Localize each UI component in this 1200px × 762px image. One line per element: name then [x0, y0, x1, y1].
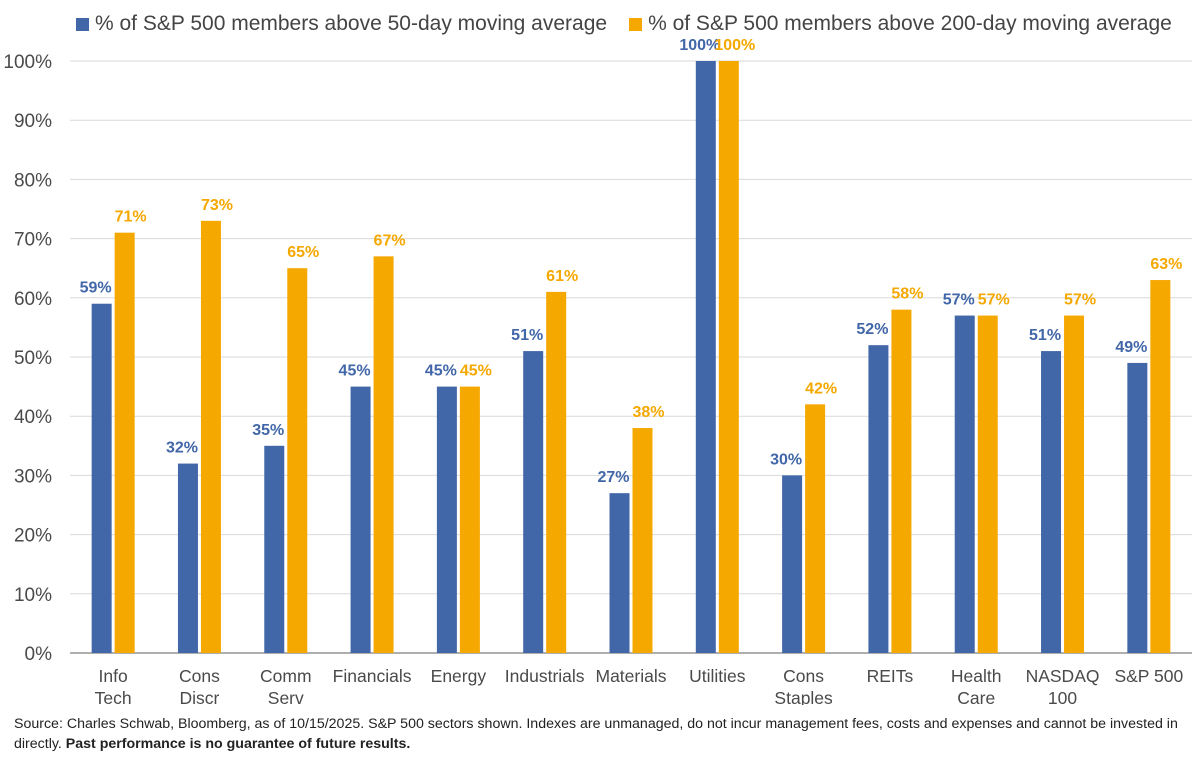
x-tick-label: Staples [774, 688, 833, 705]
y-tick-label: 90% [14, 111, 52, 132]
bar-200day [373, 256, 394, 653]
data-label-200day: 67% [374, 232, 406, 249]
x-tick-label: 100 [1048, 688, 1077, 705]
bar-200day [805, 404, 826, 653]
bar-200day [1150, 280, 1171, 653]
source-footnote: Source: Charles Schwab, Bloomberg, as of… [14, 714, 1186, 754]
data-label-50day: 59% [80, 280, 112, 297]
data-label-200day: 61% [546, 268, 578, 285]
data-label-200day: 57% [1064, 292, 1096, 309]
bar-50day [868, 345, 889, 653]
bar-50day [609, 493, 630, 653]
data-label-50day: 35% [252, 422, 284, 439]
bar-200day [287, 268, 308, 653]
data-label-200day: 45% [460, 363, 492, 380]
x-tick-label: Care [957, 688, 995, 705]
y-tick-label: 50% [14, 348, 52, 369]
data-label-200day: 100% [714, 37, 755, 54]
bar-50day [350, 386, 371, 653]
x-tick-label: Health [951, 666, 1002, 686]
bar-200day [891, 309, 912, 653]
data-label-50day: 45% [339, 363, 371, 380]
data-label-50day: 30% [770, 451, 802, 468]
chart-legend: % of S&P 500 members above 50-day moving… [76, 12, 1172, 36]
data-label-50day: 45% [425, 363, 457, 380]
y-tick-label: 40% [14, 407, 52, 428]
performance-disclaimer: Past performance is no guarantee of futu… [65, 736, 411, 752]
legend-label-200day: % of S&P 500 members above 200-day movin… [648, 12, 1172, 35]
bar-50day [1041, 351, 1062, 653]
data-label-50day: 52% [856, 321, 888, 338]
data-label-50day: 57% [943, 292, 975, 309]
x-tick-label: NASDAQ [1026, 666, 1100, 686]
data-label-200day: 38% [632, 404, 664, 421]
data-label-200day: 42% [805, 380, 837, 397]
bar-200day [546, 291, 567, 653]
bar-50day [695, 61, 716, 653]
x-tick-label: Cons [783, 666, 824, 686]
data-label-50day: 51% [1029, 327, 1061, 344]
bar-50day [177, 463, 198, 653]
data-label-50day: 51% [511, 327, 543, 344]
x-tick-label: Materials [596, 666, 667, 686]
data-label-50day: 49% [1115, 339, 1147, 356]
data-label-200day: 58% [891, 286, 923, 303]
bar-50day [91, 303, 112, 653]
x-tick-label: Comm [260, 666, 312, 686]
data-label-200day: 63% [1150, 256, 1182, 273]
y-tick-label: 60% [14, 289, 52, 310]
x-tick-label: REITs [867, 666, 914, 686]
y-tick-label: 80% [14, 170, 52, 191]
bar-chart: 0% 10% 20% 30% 40% 50% 60% 70% 80% 90% 100% 59% 71% I… [3, 37, 1192, 705]
bar-50day [436, 386, 457, 653]
bar-200day [114, 232, 135, 653]
bar-200day [1064, 315, 1085, 653]
x-tick-label: Info [99, 666, 128, 686]
y-tick-label: 70% [14, 230, 52, 251]
bar-200day [200, 220, 221, 653]
bar-200day [632, 428, 653, 653]
bar-50day [1127, 362, 1148, 653]
data-label-200day: 71% [115, 209, 147, 226]
data-label-50day: 32% [166, 440, 198, 457]
bar-50day [264, 445, 285, 653]
x-tick-label: Utilities [689, 666, 746, 686]
bar-200day [718, 61, 739, 653]
legend-swatch-50day [76, 17, 89, 31]
x-tick-label: Serv [268, 688, 304, 705]
data-label-50day: 100% [679, 37, 720, 54]
x-tick-label: Tech [95, 688, 132, 705]
bar-200day [459, 386, 480, 653]
x-tick-label: Energy [431, 666, 487, 686]
y-tick-label: 20% [14, 526, 52, 547]
x-tick-label: Cons [179, 666, 220, 686]
source-text: Source: Charles Schwab, Bloomberg, as of… [14, 716, 1178, 752]
legend-label-50day: % of S&P 500 members above 50-day moving… [95, 12, 608, 35]
data-label-200day: 57% [978, 292, 1010, 309]
bar-200day [977, 315, 998, 653]
x-tick-label: Financials [333, 666, 412, 686]
bar-50day [523, 351, 544, 653]
data-label-200day: 73% [201, 197, 233, 214]
x-tick-label: Industrials [505, 666, 585, 686]
bar-50day [954, 315, 975, 653]
legend-item-200day: % of S&P 500 members above 200-day movin… [629, 12, 1172, 36]
y-tick-label: 30% [14, 466, 52, 487]
legend-swatch-200day [629, 17, 643, 31]
data-label-50day: 27% [597, 469, 629, 486]
bar-50day [782, 475, 803, 653]
y-tick-label: 10% [14, 585, 52, 606]
y-tick-label: 100% [3, 52, 52, 73]
data-label-200day: 65% [287, 244, 319, 261]
legend-item-50day: % of S&P 500 members above 50-day moving… [76, 12, 607, 36]
y-tick-label: 0% [25, 644, 53, 665]
x-tick-label: S&P 500 [1114, 666, 1183, 686]
x-tick-label: Discr [180, 688, 220, 705]
